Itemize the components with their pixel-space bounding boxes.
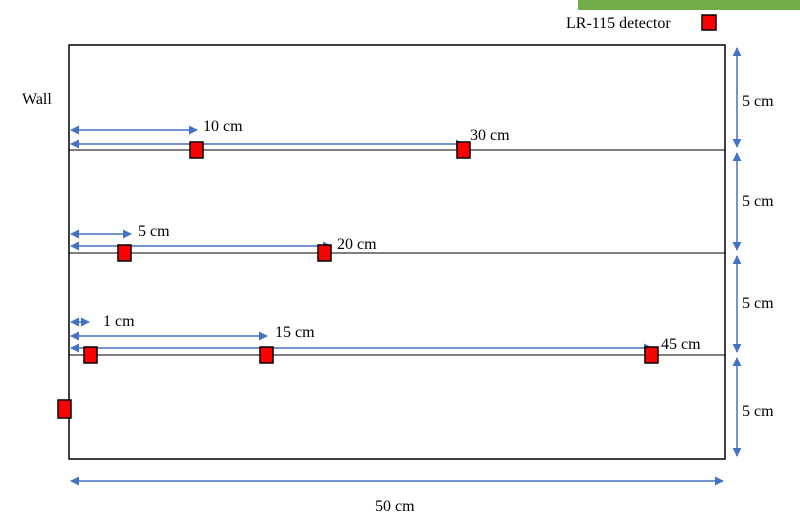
detector <box>644 346 659 364</box>
dist-label-30cm: 30 cm <box>470 127 510 144</box>
accent-bar <box>578 0 800 10</box>
dist-label-45cm: 45 cm <box>661 336 701 353</box>
dist-label-10cm: 10 cm <box>203 118 243 135</box>
dist-label-15cm: 15 cm <box>275 324 315 341</box>
width-label: 50 cm <box>375 498 415 515</box>
wall-label: Wall <box>22 91 52 108</box>
legend-label: LR-115 detector <box>566 15 671 32</box>
dist-label-5cm: 5 cm <box>138 223 170 240</box>
detector <box>83 346 98 364</box>
detector <box>456 141 471 159</box>
dist-label-20cm: 20 cm <box>337 236 377 253</box>
detector <box>317 244 332 262</box>
chamber-outline <box>68 44 726 460</box>
detector <box>259 346 274 364</box>
spacing-label-3: 5 cm <box>742 295 774 312</box>
detector <box>117 244 132 262</box>
detector-wall <box>57 399 72 419</box>
spacing-label-1: 5 cm <box>742 93 774 110</box>
detector <box>189 141 204 159</box>
dist-label-1cm: 1 cm <box>103 313 135 330</box>
legend-detector-icon <box>701 14 717 31</box>
spacing-label-2: 5 cm <box>742 193 774 210</box>
spacing-label-4: 5 cm <box>742 403 774 420</box>
